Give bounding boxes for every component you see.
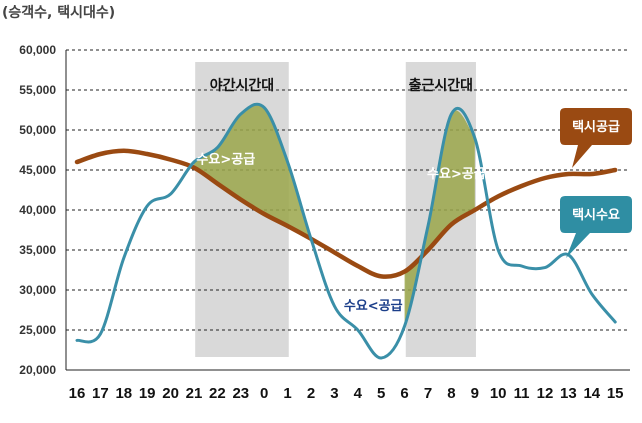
x-tick-label: 7 xyxy=(424,385,432,402)
x-tick-label: 4 xyxy=(354,385,363,402)
legend-demand-box xyxy=(560,196,632,258)
gap-annotation: 수요<공급 xyxy=(344,299,403,314)
y-axis-ticks: 20,000 25,000 30,000 35,000 40,000 45,000 50,0… xyxy=(19,43,56,377)
y-tick-label: 35,000 xyxy=(19,243,56,257)
x-tick-label: 18 xyxy=(115,385,132,402)
gridlines xyxy=(65,49,630,371)
legend-supply-label: 택시공급 xyxy=(572,119,620,135)
y-tick-label: 40,000 xyxy=(19,203,56,217)
x-tick-label: 9 xyxy=(471,385,479,402)
x-tick-label: 15 xyxy=(607,385,624,402)
x-tick-label: 6 xyxy=(400,385,408,402)
y-tick-label: 20,000 xyxy=(19,363,56,377)
legend-demand-callout: 택시수요 xyxy=(560,196,632,258)
x-tick-label: 12 xyxy=(537,385,554,402)
unit-label: (승객수, 택시대수) xyxy=(2,4,115,21)
x-tick-label: 3 xyxy=(330,385,338,402)
series-line-demand xyxy=(75,102,617,360)
legend-supply-box xyxy=(560,108,632,168)
x-tick-label: 22 xyxy=(209,385,226,402)
x-tick-label: 19 xyxy=(139,385,156,402)
gap-annotation: 수요>공급 xyxy=(196,153,255,168)
x-tick-label: 20 xyxy=(162,385,179,402)
y-tick-label: 60,000 xyxy=(19,43,56,57)
x-tick-label: 5 xyxy=(377,385,385,402)
x-tick-label: 23 xyxy=(232,385,249,402)
gap-fills xyxy=(194,104,475,326)
x-tick-label: 10 xyxy=(490,385,507,402)
y-tick-label: 45,000 xyxy=(19,163,56,177)
y-tick-label: 30,000 xyxy=(19,283,56,297)
band-label: 출근시간대 xyxy=(409,77,473,94)
x-tick-label: 13 xyxy=(560,385,577,402)
series-line-supply xyxy=(74,148,618,279)
y-tick-label: 50,000 xyxy=(19,123,56,137)
band-label: 야간시간대 xyxy=(210,77,274,94)
gap-annotation: 수요>공급 xyxy=(427,167,486,182)
demand-excess-area xyxy=(404,110,475,326)
legend-supply-callout: 택시공급 xyxy=(560,108,632,168)
legend-demand-label: 택시수요 xyxy=(572,207,620,223)
x-tick-label: 21 xyxy=(186,385,203,402)
y-tick-label: 25,000 xyxy=(19,323,56,337)
x-tick-label: 1 xyxy=(283,385,291,402)
x-tick-label: 16 xyxy=(69,385,86,402)
x-tick-label: 2 xyxy=(307,385,315,402)
demand-excess-area xyxy=(194,104,311,239)
x-tick-label: 11 xyxy=(514,385,530,402)
x-axis-ticks: 16 17 18 19 20 21 22 23 0 1 2 3 4 5 6 7 8 9 10 11 12 13 14 15 xyxy=(69,385,624,402)
x-tick-label: 0 xyxy=(260,385,268,402)
x-tick-label: 8 xyxy=(447,385,455,402)
x-tick-label: 14 xyxy=(583,385,600,402)
y-tick-label: 55,000 xyxy=(19,83,56,97)
series-lines xyxy=(74,102,618,360)
x-tick-label: 17 xyxy=(92,385,109,402)
